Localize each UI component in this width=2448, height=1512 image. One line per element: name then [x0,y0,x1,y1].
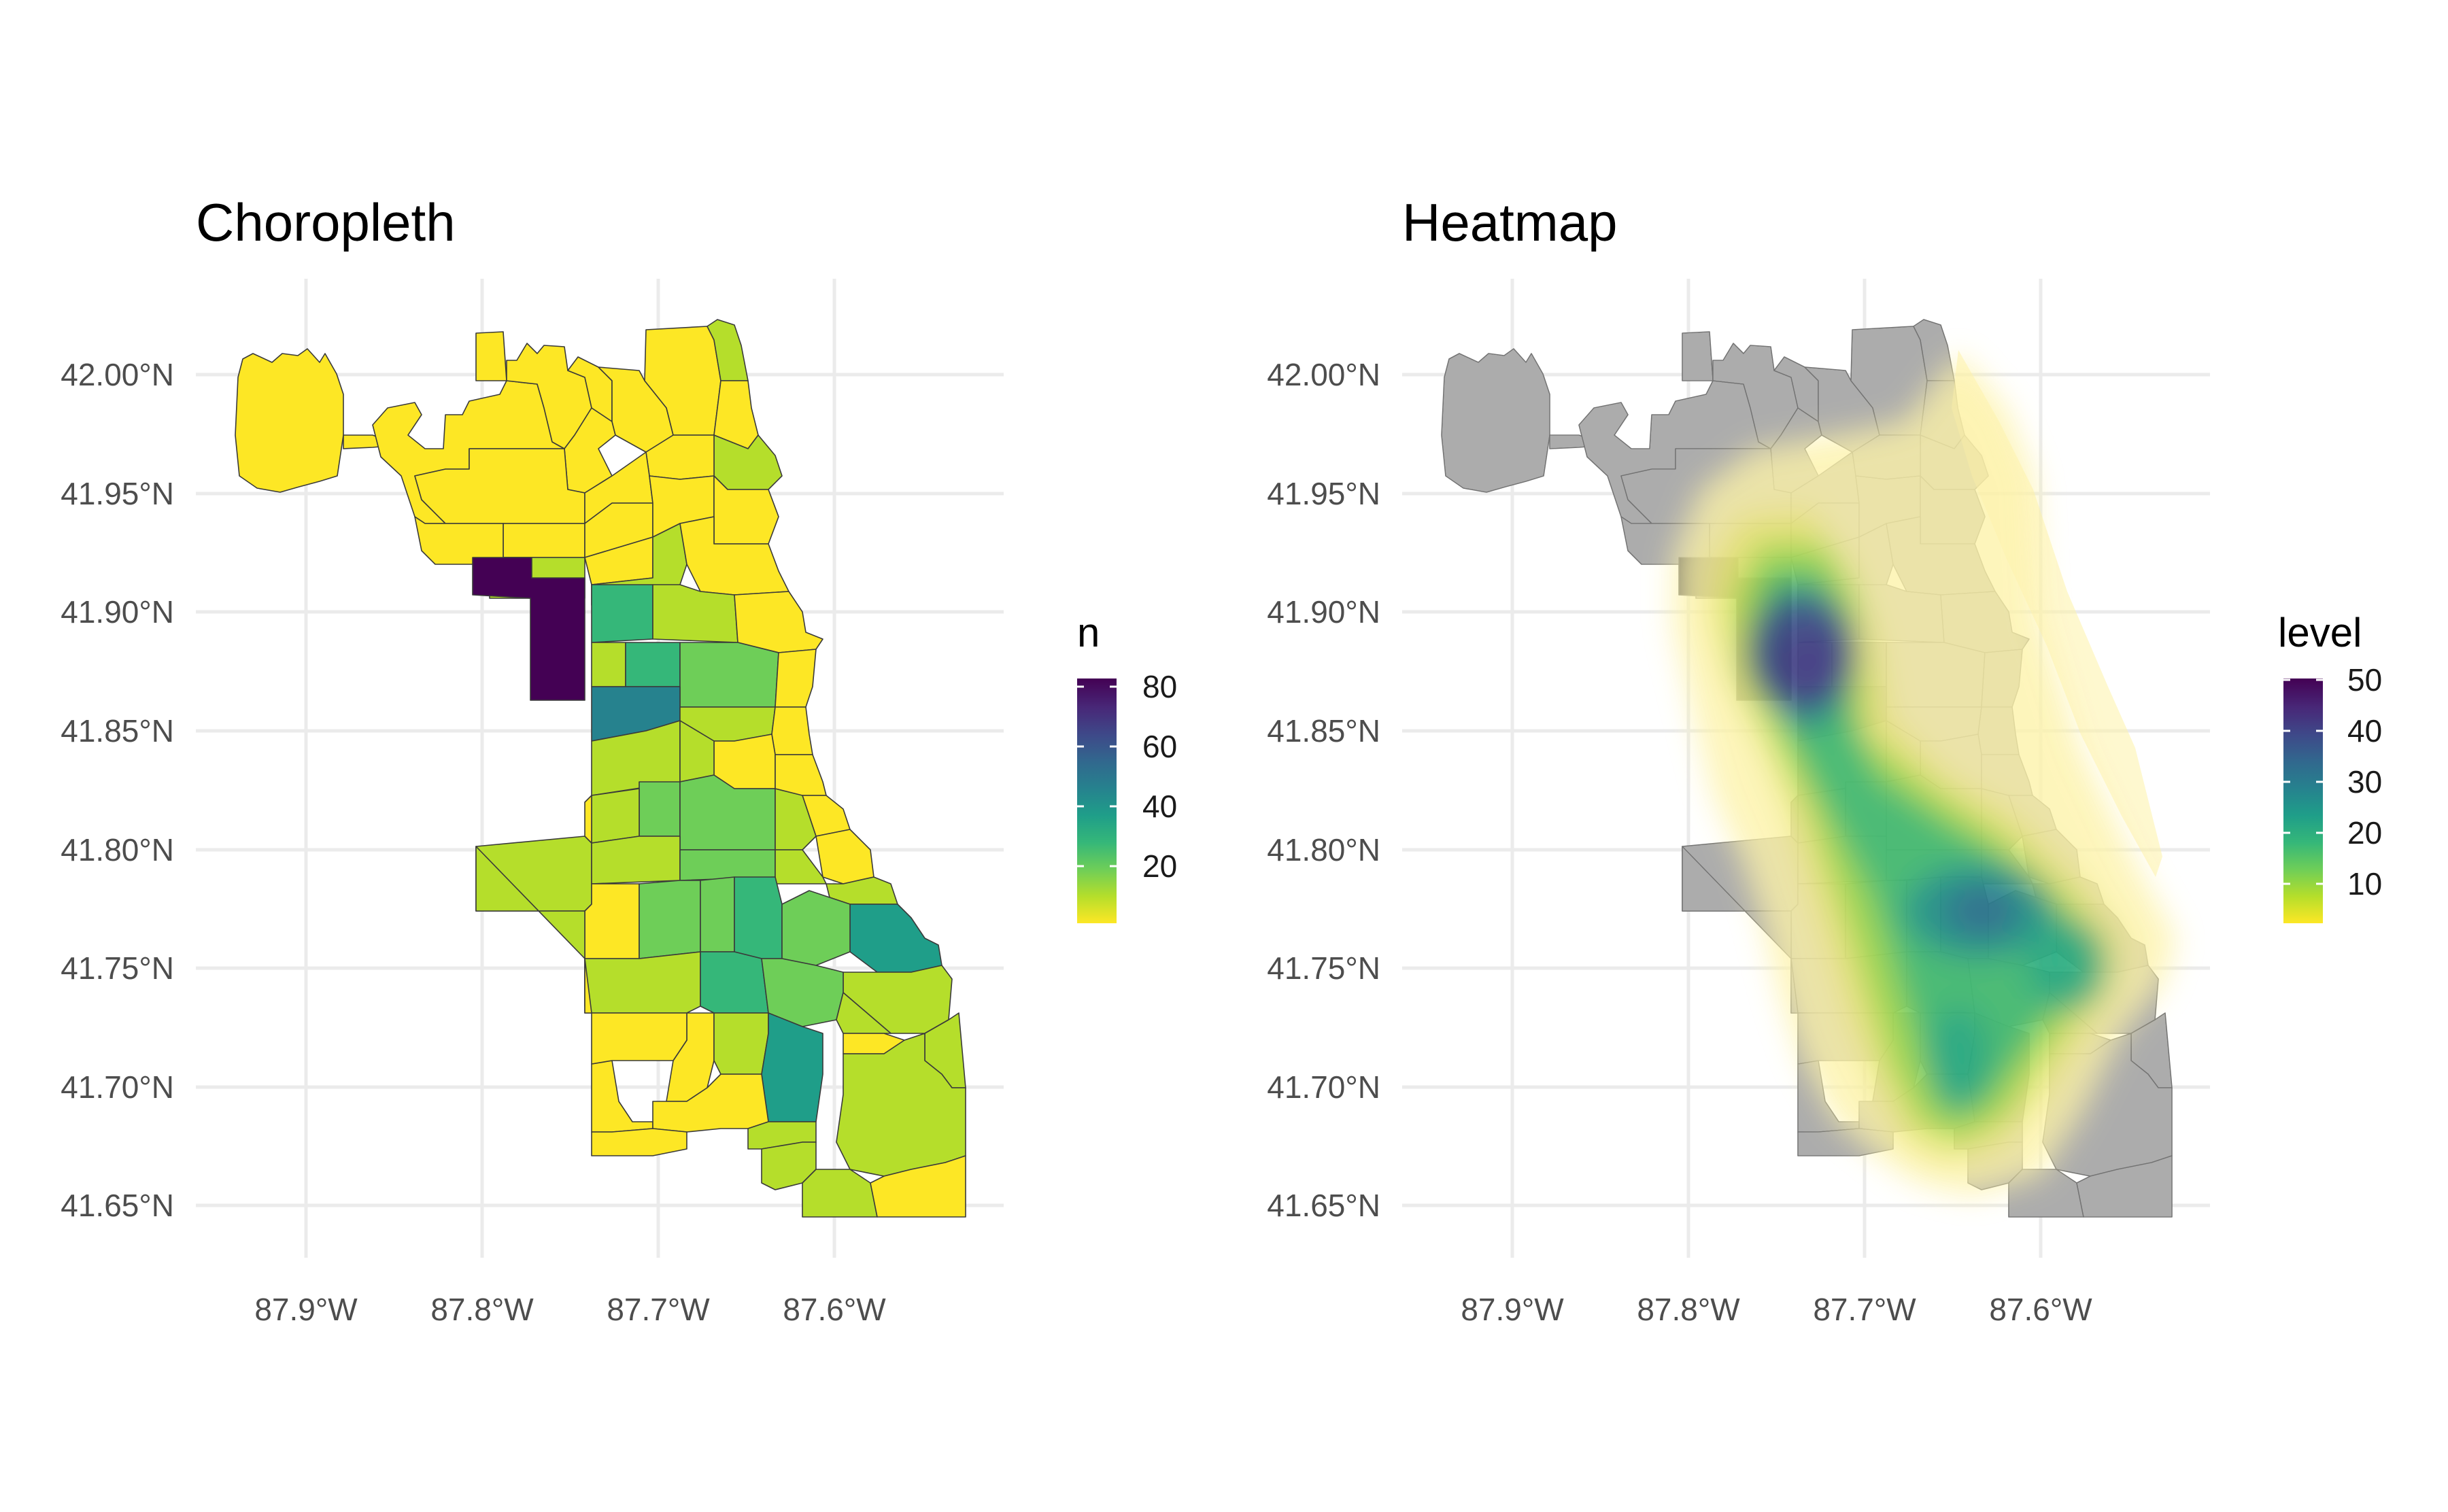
area-west-side-ext [584,958,687,1065]
x-tick-label: 87.6°W [783,1292,886,1327]
area-portage-park [503,523,585,558]
area-south-deering [836,1033,966,1177]
legend-label: 30 [2347,764,2382,800]
area-near-north [734,591,823,653]
area-west-elsdon [591,836,681,884]
area-east-garfield [625,642,681,687]
y-tick-label: 41.65°N [61,1188,174,1223]
area-mount-greenwood-s [591,1128,687,1156]
legend-label: 10 [2347,866,2382,901]
legend-title: n [1077,610,1100,655]
x-axis-tick-labels: 87.9°W 87.8°W 87.7°W 87.6°W [1461,1292,2092,1327]
density-layer [1673,350,2176,1197]
y-axis-tick-labels: 42.00°N 41.95°N 41.90°N 41.85°N 41.80°N … [61,357,174,1223]
y-tick-label: 41.65°N [1267,1188,1380,1223]
area-ashburn [584,951,701,1014]
legend-n: n 80 60 40 20 [1077,610,1177,923]
area-chicago-lawn [639,880,701,959]
area-hyde-park [815,829,874,884]
area-washington-heights [713,1012,769,1075]
y-tick-label: 41.85°N [1267,713,1380,749]
area-englewood [734,876,783,959]
area-gage-park [679,849,776,881]
x-axis-tick-labels: 87.9°W 87.8°W 87.7°W 87.6°W [254,1292,886,1327]
legend-ticks [1077,685,1117,867]
y-tick-label: 41.90°N [61,594,174,630]
area-brighton-park [639,781,681,837]
area-rogers-park [707,319,749,381]
area-humboldt-park [591,584,653,643]
y-axis-tick-labels: 42.00°N 41.95°N 41.90°N 41.85°N 41.80°N … [1267,357,1380,1223]
y-tick-label: 41.95°N [1267,476,1380,511]
legend-title: level [2278,610,2362,655]
area-lincoln-park [679,516,789,596]
x-tick-label: 87.7°W [607,1292,710,1327]
choropleth-map [235,319,966,1218]
x-tick-label: 87.8°W [430,1292,534,1327]
area-west-lawn [584,883,640,959]
heatmap-map [1441,319,2176,1218]
panel-title: Choropleth [196,192,456,252]
area-hegewisch [870,1155,966,1218]
area-auburn-gresham [700,951,769,1014]
x-tick-label: 87.9°W [254,1292,358,1327]
y-tick-label: 42.00°N [1267,357,1380,392]
area-mount-greenwood [591,1060,653,1133]
legend-label: 80 [1142,669,1177,704]
density-peak-south-core [1945,884,2020,938]
x-tick-label: 87.9°W [1461,1292,1564,1327]
area-loop [775,649,817,708]
area-washington-park [775,849,827,884]
x-tick-label: 87.7°W [1813,1292,1916,1327]
area-avalon-park [836,992,891,1034]
density-lake-streak [1952,350,2162,877]
y-tick-label: 41.70°N [61,1069,174,1105]
area-riverdale [802,1169,878,1218]
area-south-shore [849,904,942,973]
legend-label: 40 [1142,789,1177,824]
y-tick-label: 41.90°N [1267,594,1380,630]
area-clearing [584,795,592,844]
y-tick-label: 41.85°N [61,713,174,749]
y-tick-label: 41.70°N [1267,1069,1380,1105]
legend-label: 60 [1142,729,1177,764]
area-austin [472,557,585,701]
legend-label: 20 [1142,848,1177,884]
legend-level: level 50 40 30 20 10 [2278,610,2382,923]
area-west-garfield [591,642,626,687]
legend-label: 20 [2347,815,2382,850]
area-douglas [775,754,827,796]
y-tick-label: 41.80°N [1267,832,1380,867]
area-ohare [235,348,344,493]
legend-colorbar [1077,678,1117,923]
panel-title: Heatmap [1402,192,1618,252]
area-near-south [771,706,813,755]
heatmap-panel: Heatmap 42.00°N 41.95°N 41.90°N 41.85°N … [1267,192,2382,1327]
y-tick-label: 41.80°N [61,832,174,867]
density-peak-west-core [1771,625,1846,700]
legend-colorbar [2283,678,2323,923]
density-peak-far-south [1928,1006,1989,1115]
area-greater-grand-crossing [781,890,851,966]
area-near-west [679,642,779,708]
area-archer-heights [591,788,640,844]
legend-ticks [2283,678,2323,885]
area-fuller-park [775,788,817,850]
y-tick-label: 41.95°N [61,476,174,511]
area-bridgeport [713,734,776,789]
x-tick-label: 87.8°W [1637,1292,1740,1327]
y-tick-label: 41.75°N [61,950,174,986]
area-west-englewood [700,876,735,952]
y-tick-label: 42.00°N [61,357,174,392]
legend-label: 40 [2347,713,2382,749]
legend-label: 50 [2347,662,2382,698]
area-roseland [761,1012,823,1122]
x-tick-label: 87.6°W [1989,1292,2092,1327]
y-tick-label: 41.75°N [1267,950,1380,986]
choropleth-panel: Choropleth 42.00°N 41.95°N 41.90°N 41.85… [61,192,1177,1327]
density-peak-se [2026,918,2108,1013]
